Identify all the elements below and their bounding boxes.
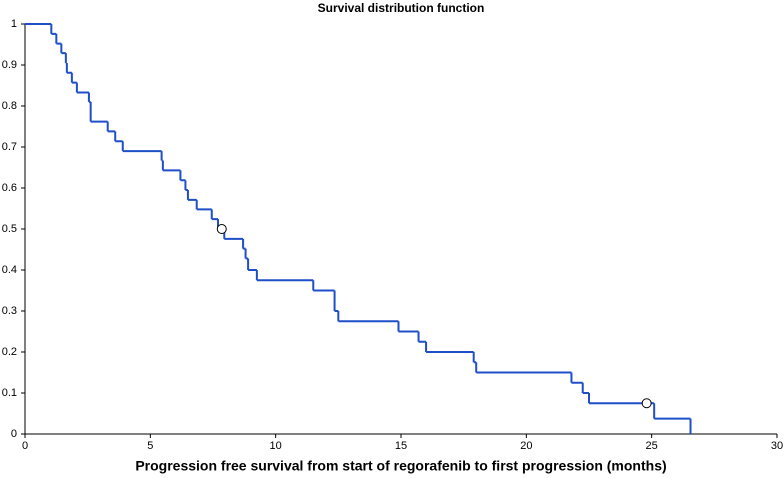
x-tick-label: 10 (270, 440, 282, 452)
survival-step (179, 170, 186, 182)
y-tick-label: 0.1 (2, 387, 17, 399)
survival-step (50, 24, 57, 35)
x-tick-label: 5 (147, 440, 153, 452)
survival-step (121, 141, 162, 153)
survival-step (114, 131, 123, 143)
y-tick-label: 0.5 (2, 223, 17, 235)
survival-step (475, 362, 572, 374)
survival-step (65, 62, 72, 74)
survival-step (186, 190, 197, 201)
survival-step (87, 92, 91, 103)
y-tick-label: 0.9 (2, 59, 17, 71)
survival-step (223, 229, 244, 240)
survival-step (472, 352, 477, 364)
survival-step (210, 209, 219, 221)
x-tick-label: 15 (395, 440, 407, 452)
survival-step (653, 403, 691, 420)
survival-step (64, 53, 67, 64)
survival-step (55, 33, 62, 45)
survival-step (570, 372, 583, 384)
survival-step (60, 43, 66, 55)
survival-step (333, 290, 339, 312)
censored-marker (641, 398, 652, 409)
y-tick-label: 0.6 (2, 182, 17, 194)
survival-step (255, 270, 314, 282)
survival-step (247, 258, 257, 271)
survival-step (160, 151, 163, 162)
survival-step (244, 248, 249, 260)
survival-step (242, 238, 246, 250)
x-axis-label: Progression free survival from start of … (135, 458, 666, 474)
x-tick-label: 25 (646, 440, 658, 452)
y-tick-label: 0.4 (2, 264, 17, 276)
survival-step (161, 160, 181, 172)
x-tick-label: 20 (520, 440, 532, 452)
survival-step (89, 101, 108, 123)
survival-step (397, 321, 419, 333)
survival-step (417, 331, 427, 343)
survival-step (337, 311, 399, 323)
chart-title: Survival distribution function (318, 1, 485, 15)
y-tick-label: 0.3 (2, 305, 17, 317)
censored-marker (216, 224, 227, 234)
x-tick-label: 0 (22, 440, 28, 452)
survival-step (425, 341, 474, 353)
y-tick-label: 1 (11, 18, 17, 30)
survival-step (581, 382, 589, 394)
y-tick-label: 0.2 (2, 346, 17, 358)
survival-step (75, 82, 89, 94)
survival-step (195, 199, 212, 211)
y-tick-label: 0.8 (2, 100, 17, 112)
survival-step (184, 180, 188, 192)
survival-step (70, 72, 77, 84)
y-tick-label: 0 (11, 428, 17, 440)
y-tick-label: 0.7 (2, 141, 17, 153)
x-tick-label: 30 (771, 440, 783, 452)
survival-step (106, 121, 116, 133)
survival-step (312, 280, 335, 292)
